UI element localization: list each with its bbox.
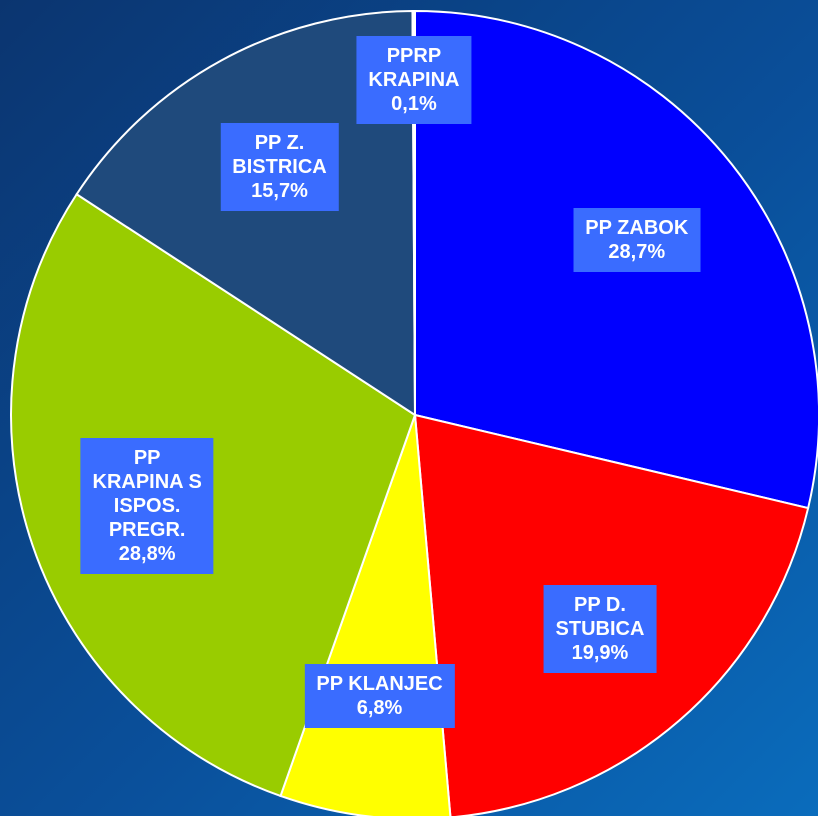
category-label: PP ZABOK	[585, 216, 689, 239]
data-label: PPRP KRAPINA 0,1%	[356, 35, 472, 124]
data-label: PP ZABOK 28,7%	[573, 207, 701, 272]
value-label: 0,1%	[391, 92, 437, 115]
category-label: PP KRAPINA S ISPOS. PREGR.	[92, 446, 202, 541]
pie-slice	[75, 10, 417, 417]
data-label: PP KRAPINA S ISPOS. PREGR. 28,8%	[80, 437, 214, 574]
data-label: PP D. STUBICA 19,9%	[543, 584, 657, 673]
value-label: 28,7%	[608, 240, 666, 263]
category-label: PP KLANJEC	[316, 672, 443, 695]
category-label: PP Z. BISTRICA	[232, 131, 327, 178]
data-label: PP Z. BISTRICA 15,7%	[220, 122, 339, 211]
category-label: PPRP KRAPINA	[368, 44, 460, 91]
value-label: 15,7%	[251, 179, 308, 202]
value-label: 28,8%	[118, 542, 176, 565]
category-label: PP D. STUBICA	[555, 593, 645, 640]
value-label: 19,9%	[571, 641, 629, 664]
data-label: PP KLANJEC 6,8%	[304, 663, 455, 728]
value-label: 6,8%	[356, 696, 403, 719]
